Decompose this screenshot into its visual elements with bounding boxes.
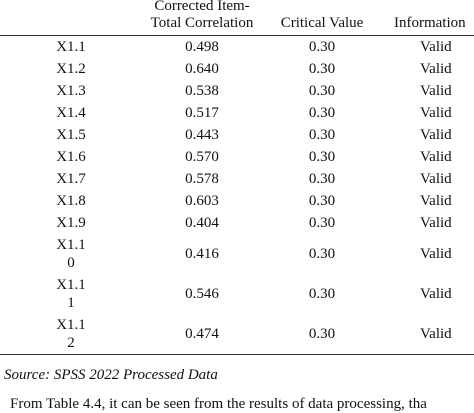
row-label: X1.12: [56, 317, 86, 351]
table-cell: Valid: [420, 61, 452, 77]
table-body: X1.1 0.498 0.30 Valid X1.2 0.640 0.30 Valid X1.3…: [0, 36, 474, 355]
row-label: X1.7: [56, 171, 86, 187]
row-label: X1.11: [56, 277, 86, 311]
header-cell: [0, 0, 142, 36]
header-cell: Critical Value: [262, 0, 382, 36]
table-row: X1.6 0.570 0.30 Valid: [0, 146, 474, 168]
row-label: X1.8: [56, 193, 86, 209]
table-cell: 0.443: [185, 127, 219, 143]
table-cell: X1.9: [0, 212, 142, 234]
table-cell: 0.640: [185, 61, 219, 77]
table-cell: X1.4: [0, 102, 142, 124]
table-cell: 0.30: [308, 215, 336, 231]
row-label: X1.4: [56, 105, 86, 121]
table-cell: Valid: [420, 215, 452, 231]
table-cell: 0.30: [308, 105, 336, 121]
table-cell: 0.517: [185, 105, 219, 121]
table-cell: 0.30: [308, 61, 336, 77]
header-cell: Corrected Item-Total Correlation: [142, 0, 262, 36]
table-cell: 0.30: [308, 171, 336, 187]
table-row: X1.8 0.603 0.30 Valid: [0, 190, 474, 212]
table-cell: X1.8: [0, 190, 142, 212]
table-cell: 0.30: [262, 314, 382, 355]
table-cell: 0.546: [185, 286, 219, 302]
table-cell: X1.6: [0, 146, 142, 168]
table-cell: 0.30: [308, 127, 336, 143]
row-label: X1.5: [56, 127, 86, 143]
table-cell: X1.11: [0, 274, 142, 314]
body-text: From Table 4.4, it can be seen from the …: [10, 396, 427, 412]
table-cell: 0.404: [185, 215, 219, 231]
table-source: Source: SPSS 2022 Processed Data: [4, 367, 218, 383]
header-row: Corrected Item-Total Correlation Critica…: [0, 0, 474, 36]
table-row: X1.10 0.416 0.30 Valid: [0, 234, 474, 274]
table-cell: 0.30: [308, 39, 336, 55]
table-cell: 0.30: [308, 286, 336, 302]
row-label: X1.9: [56, 215, 86, 231]
table-cell: 0.416: [185, 246, 219, 262]
table-cell: X1.10: [0, 234, 142, 274]
row-label: X1.6: [56, 149, 86, 165]
table-row: X1.12 0.474 0.30 Valid: [0, 314, 474, 355]
table-cell: 0.578: [185, 171, 219, 187]
validity-table: Corrected Item-Total Correlation Critica…: [0, 0, 474, 355]
row-label: X1.10: [56, 237, 86, 271]
table-cell: 0.498: [185, 39, 219, 55]
row-label: X1.2: [56, 61, 86, 77]
table-cell: X1.12: [0, 314, 142, 355]
table-cell: 0.538: [185, 83, 219, 99]
table-row: X1.11 0.546 0.30 Valid: [0, 274, 474, 314]
table-row: X1.5 0.443 0.30 Valid: [0, 124, 474, 146]
table-cell: Valid: [420, 83, 452, 99]
table-cell: X1.5: [0, 124, 142, 146]
table-row: X1.1 0.498 0.30 Valid: [0, 36, 474, 59]
table-cell: Valid: [420, 105, 452, 121]
table-cell: 0.30: [308, 246, 336, 262]
table-row: X1.2 0.640 0.30 Valid: [0, 58, 474, 80]
table-cell: Valid: [420, 193, 452, 209]
row-label: X1.3: [56, 83, 86, 99]
header-cell: Information: [382, 0, 474, 36]
table-cell: X1.7: [0, 168, 142, 190]
table-row: X1.4 0.517 0.30 Valid: [0, 102, 474, 124]
table-row: X1.3 0.538 0.30 Valid: [0, 80, 474, 102]
table-cell: 0.474: [142, 314, 262, 355]
table-cell: X1.1: [0, 36, 142, 59]
table-cell: Valid: [420, 246, 452, 262]
table-cell: 0.30: [308, 149, 336, 165]
table-row: X1.7 0.578 0.30 Valid: [0, 168, 474, 190]
table-cell: 0.570: [185, 149, 219, 165]
table-cell: Valid: [420, 286, 452, 302]
table-cell: 0.603: [185, 193, 219, 209]
table-cell: Valid: [420, 39, 452, 55]
table-cell: 0.30: [308, 193, 336, 209]
table-cell: Valid: [420, 149, 452, 165]
table-row: X1.9 0.404 0.30 Valid: [0, 212, 474, 234]
table-cell: Valid: [382, 314, 474, 355]
table-cell: Valid: [420, 127, 452, 143]
table-cell: X1.3: [0, 80, 142, 102]
table-cell: Valid: [420, 171, 452, 187]
row-label: X1.1: [56, 39, 86, 55]
table-cell: 0.30: [308, 83, 336, 99]
table-cell: X1.2: [0, 58, 142, 80]
